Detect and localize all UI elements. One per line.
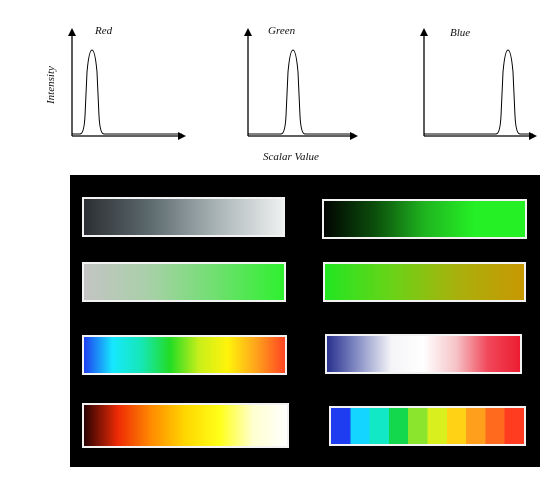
channel-intensity-curves: Red Green Blue Intensity Scalar Value	[45, 25, 537, 163]
colormap-bar-green-to-gold	[323, 262, 526, 302]
colormap-bar-discrete-rainbow	[329, 406, 526, 446]
blue-intensity-curve	[424, 49, 533, 135]
colormap-bar-black-to-green	[322, 199, 527, 239]
colormap-bar-grayscale	[82, 197, 285, 237]
colormap-bar-black-red-yellow-white	[82, 403, 289, 448]
red-channel-plot: Red	[68, 25, 186, 140]
green-intensity-curve	[248, 49, 354, 135]
intensity-axis-label: Intensity	[45, 66, 57, 105]
colormap-bar-diverging-blue-white-red	[325, 334, 522, 374]
colormap-panel	[70, 175, 540, 467]
scalar-value-axis-label: Scalar Value	[263, 151, 319, 163]
red-intensity-curve	[72, 49, 182, 135]
blue-channel-label: Blue	[450, 27, 470, 39]
blue-channel-plot: Blue	[420, 27, 537, 140]
green-channel-plot: Green	[244, 25, 358, 140]
red-channel-label: Red	[94, 25, 113, 37]
green-channel-label: Green	[268, 25, 296, 37]
colormap-bar-rainbow	[82, 335, 287, 375]
colormap-bar-gray-to-green	[82, 262, 286, 302]
